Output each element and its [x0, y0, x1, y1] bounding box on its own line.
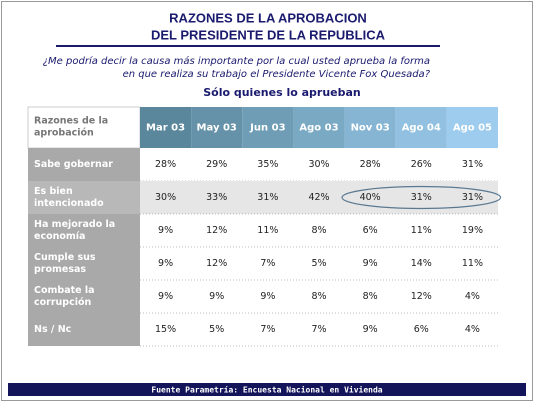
- row-label: corrupción: [34, 297, 92, 308]
- cell: 11%: [257, 225, 278, 236]
- cell: 15%: [155, 324, 176, 335]
- cell: 12%: [206, 225, 227, 236]
- column-label: Ago 03: [299, 123, 338, 134]
- cell: 31%: [411, 192, 432, 203]
- row-label-cell: [28, 148, 140, 181]
- cell: 28%: [360, 159, 381, 170]
- cell: 31%: [257, 192, 278, 203]
- cell: 6%: [414, 324, 429, 335]
- corner-label: aprobación: [34, 128, 94, 139]
- corner-label: Razones de la: [34, 116, 108, 127]
- row-label: Combate la: [34, 285, 95, 296]
- cell: 8%: [363, 291, 378, 302]
- cell: 9%: [260, 291, 275, 302]
- column-label: Jun 03: [249, 123, 285, 134]
- cell: 30%: [308, 159, 329, 170]
- row-label-cell: [28, 280, 140, 313]
- column-label: Ago 04: [402, 123, 441, 134]
- cell: 9%: [158, 258, 173, 269]
- cell: 9%: [158, 291, 173, 302]
- cell: 9%: [363, 324, 378, 335]
- cell: 6%: [363, 225, 378, 236]
- cell: 4%: [465, 324, 480, 335]
- cell: 11%: [462, 258, 483, 269]
- cell: 29%: [206, 159, 227, 170]
- cell: 9%: [158, 225, 173, 236]
- cell: 40%: [360, 192, 381, 203]
- row-label: promesas: [34, 264, 86, 275]
- column-header: [395, 107, 447, 148]
- cell: 5%: [311, 258, 326, 269]
- row-label: economía: [34, 231, 85, 242]
- row-label: Sabe gobernar: [34, 159, 113, 170]
- cell: 31%: [462, 192, 483, 203]
- cell: 11%: [411, 225, 432, 236]
- question: ¿Me podría decir la causa más importante…: [43, 55, 430, 67]
- cell: 7%: [260, 258, 275, 269]
- column-header: [446, 107, 498, 148]
- row-label-cell: [28, 214, 140, 247]
- cell: 19%: [462, 225, 483, 236]
- cell: 30%: [155, 192, 176, 203]
- highlight-ellipse: [341, 185, 502, 210]
- cell: 12%: [411, 291, 432, 302]
- cell: 4%: [465, 291, 480, 302]
- title: DEL PRESIDENTE DE LA REPUBLICA: [151, 27, 386, 42]
- subtitle: Sólo quienes lo aprueban: [203, 86, 361, 99]
- column-header: [242, 107, 294, 148]
- row-label: intencionado: [34, 198, 104, 209]
- question: en que realiza su trabajo el Presidente …: [123, 69, 431, 80]
- column-header: [293, 107, 345, 148]
- cell: 35%: [257, 159, 278, 170]
- cell: 5%: [209, 324, 224, 335]
- row-label: Cumple sus: [34, 252, 96, 263]
- cell: 12%: [206, 258, 227, 269]
- column-header: [344, 107, 396, 148]
- row-label-cell: [28, 313, 140, 346]
- row-label: Ns / Nc: [34, 324, 71, 335]
- row-label: Es bien: [34, 186, 73, 197]
- footer: Fuente Parametría: Encuesta Nacional en …: [151, 385, 382, 395]
- column-label: May 03: [197, 123, 237, 134]
- column-header: [191, 107, 243, 148]
- cell: 9%: [363, 258, 378, 269]
- row-label-cell: [28, 247, 140, 280]
- cell: 9%: [209, 291, 224, 302]
- cell: 33%: [206, 192, 227, 203]
- cell: 42%: [308, 192, 329, 203]
- title: RAZONES DE LA APROBACION: [169, 10, 367, 25]
- column-header: [140, 107, 192, 148]
- cell: 7%: [260, 324, 275, 335]
- row-label: Ha mejorado la: [34, 219, 115, 230]
- cell: 28%: [155, 159, 176, 170]
- cell: 7%: [311, 324, 326, 335]
- cell: 31%: [462, 159, 483, 170]
- footer-bar: [8, 383, 526, 396]
- column-label: Ago 05: [453, 123, 492, 134]
- column-label: Nov 03: [351, 123, 390, 134]
- row-label-cell: [28, 181, 140, 214]
- cell: 8%: [311, 291, 326, 302]
- cell: 14%: [411, 258, 432, 269]
- cell: 8%: [311, 225, 326, 236]
- column-label: Mar 03: [146, 123, 185, 134]
- cell: 26%: [411, 159, 432, 170]
